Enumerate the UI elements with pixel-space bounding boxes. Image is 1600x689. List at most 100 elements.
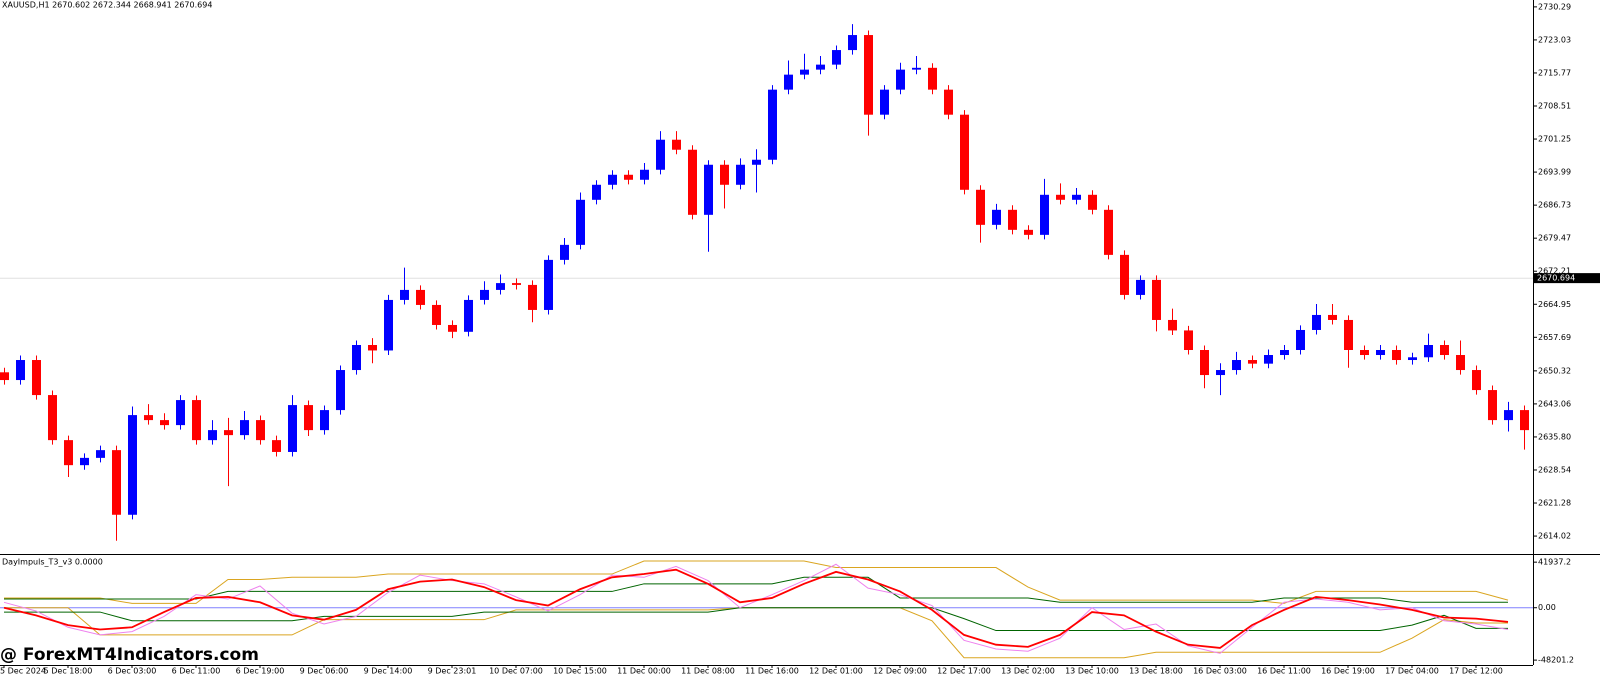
candle-body bbox=[1472, 370, 1481, 391]
y-tick-label: 2664.95 bbox=[1538, 300, 1571, 309]
candle-body bbox=[576, 199, 585, 245]
y-tick-label: 2643.06 bbox=[1538, 399, 1571, 408]
candle-body bbox=[912, 67, 921, 70]
candle-body bbox=[1072, 194, 1081, 200]
candle-body bbox=[304, 405, 313, 431]
candle-body bbox=[432, 304, 441, 325]
candle-body bbox=[944, 89, 953, 115]
indicator-line bbox=[4, 576, 1508, 603]
candle-body bbox=[608, 174, 617, 185]
candle-body bbox=[1312, 314, 1321, 330]
candle-body bbox=[272, 440, 281, 452]
x-tick-label: 13 Dec 10:00 bbox=[1065, 667, 1119, 676]
candle-body bbox=[512, 283, 521, 285]
candle-body bbox=[832, 50, 841, 65]
candle-body bbox=[144, 415, 153, 421]
y-tick-label: 2650.32 bbox=[1538, 366, 1571, 375]
candle-body bbox=[160, 420, 169, 426]
candle-body bbox=[128, 415, 137, 515]
candle-body bbox=[1088, 194, 1097, 210]
x-tick-label: 6 Dec 11:00 bbox=[172, 667, 221, 676]
candle-body bbox=[64, 440, 73, 466]
candle-body bbox=[1424, 344, 1433, 358]
candle-body bbox=[720, 164, 729, 185]
candle-body bbox=[1120, 254, 1129, 295]
candle-body bbox=[240, 420, 249, 436]
x-tick-label: 5 Dec 2024 bbox=[0, 667, 46, 676]
candle-body bbox=[640, 169, 649, 180]
x-tick-label: 5 Dec 18:00 bbox=[44, 667, 93, 676]
chart-title: XAUUSD,H1 2670.602 2672.344 2668.941 267… bbox=[2, 1, 212, 10]
y-tick-label: 2621.28 bbox=[1538, 499, 1571, 508]
candle-body bbox=[352, 344, 361, 371]
candle-body bbox=[176, 400, 185, 426]
candle-body bbox=[1104, 209, 1113, 255]
x-tick-label: 16 Dec 11:00 bbox=[1257, 667, 1311, 676]
y-tick-label: 2679.47 bbox=[1538, 234, 1571, 243]
candle-body bbox=[368, 344, 377, 351]
candle-body bbox=[544, 259, 553, 310]
candle-body bbox=[816, 64, 825, 70]
candle-body bbox=[400, 289, 409, 300]
y-tick-label: -48201.2 bbox=[1538, 656, 1574, 665]
x-tick-label: 17 Dec 12:00 bbox=[1449, 667, 1503, 676]
candle-body bbox=[528, 284, 537, 310]
x-tick-label: 11 Dec 16:00 bbox=[745, 667, 799, 676]
candle-body bbox=[1408, 357, 1417, 361]
x-tick-label: 6 Dec 03:00 bbox=[108, 667, 157, 676]
x-tick-label: 6 Dec 19:00 bbox=[236, 667, 285, 676]
y-tick-label: 2614.02 bbox=[1538, 532, 1571, 541]
candle-body bbox=[1184, 330, 1193, 351]
candle-body bbox=[1392, 350, 1401, 361]
candle-body bbox=[288, 405, 297, 452]
candle-body bbox=[320, 410, 329, 431]
current-price-box bbox=[1534, 273, 1600, 284]
candle-body bbox=[464, 299, 473, 332]
x-tick-label: 11 Dec 08:00 bbox=[681, 667, 735, 676]
indicator-line bbox=[4, 607, 1508, 632]
y-tick-label: 2635.80 bbox=[1538, 432, 1571, 441]
x-tick-label: 12 Dec 09:00 bbox=[873, 667, 927, 676]
indicator-line bbox=[4, 560, 1509, 604]
y-tick-label: 2628.54 bbox=[1538, 465, 1571, 474]
candle-body bbox=[1344, 319, 1353, 351]
candle-body bbox=[384, 299, 393, 351]
candle-body bbox=[688, 149, 697, 215]
x-tick-label: 17 Dec 04:00 bbox=[1385, 667, 1439, 676]
candle-body bbox=[736, 164, 745, 185]
candle-body bbox=[0, 372, 9, 381]
candle-body bbox=[416, 289, 425, 305]
x-tick-label: 13 Dec 02:00 bbox=[1001, 667, 1055, 676]
indicator-line bbox=[3, 568, 1509, 649]
x-tick-label: 11 Dec 00:00 bbox=[617, 667, 671, 676]
y-tick-label: 2672.21 bbox=[1538, 267, 1571, 276]
candle-body bbox=[1168, 319, 1177, 331]
y-tick-label: 2708.51 bbox=[1538, 102, 1571, 111]
y-tick-label: 2686.73 bbox=[1538, 201, 1571, 210]
candle-body bbox=[1280, 350, 1289, 356]
x-tick-label: 13 Dec 18:00 bbox=[1129, 667, 1183, 676]
candle-body bbox=[224, 430, 233, 436]
y-tick-label: 0.00 bbox=[1538, 603, 1556, 612]
y-tick-label: 2730.29 bbox=[1538, 2, 1571, 11]
candle-body bbox=[1232, 360, 1241, 371]
watermark: @ ForexMT4Indicators.com bbox=[0, 645, 259, 665]
candle-body bbox=[656, 139, 665, 170]
candle-body bbox=[1376, 350, 1385, 356]
candle-body bbox=[48, 395, 57, 441]
candle-body bbox=[896, 69, 905, 90]
candle-body bbox=[976, 189, 985, 225]
candle-body bbox=[1024, 229, 1033, 235]
candle-body bbox=[1200, 350, 1209, 376]
candle-body bbox=[624, 174, 633, 180]
candle-body bbox=[1136, 279, 1145, 295]
x-tick-label: 16 Dec 19:00 bbox=[1321, 667, 1375, 676]
candle-body bbox=[960, 114, 969, 190]
candle-body bbox=[1152, 279, 1161, 320]
candle-body bbox=[1488, 390, 1497, 421]
y-tick-label: 2723.03 bbox=[1538, 35, 1571, 44]
candle-body bbox=[256, 420, 265, 441]
candle-body bbox=[704, 164, 713, 215]
